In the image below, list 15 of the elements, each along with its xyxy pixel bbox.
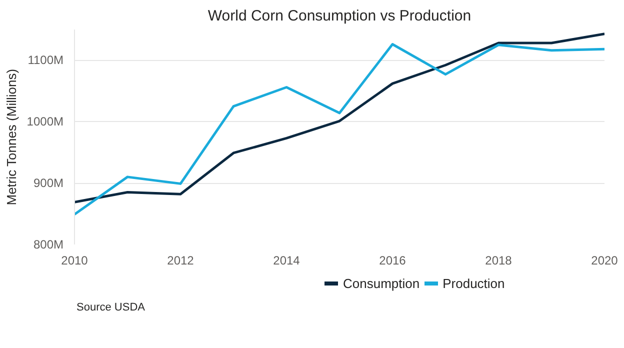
x-tick-label: 2016 <box>379 254 406 268</box>
y-axis-title: Metric Tonnes (Millions) <box>4 68 19 206</box>
x-tick-label: 2014 <box>273 254 300 268</box>
x-tick-label: 2020 <box>591 254 618 268</box>
source-note: Source USDA <box>76 302 146 314</box>
chart-title: World Corn Consumption vs Production <box>208 8 472 24</box>
y-tick-label: 800M <box>33 238 64 252</box>
y-tick-label: 900M <box>33 176 64 190</box>
y-tick-label: 1000M <box>26 114 64 129</box>
x-tick-label: 2010 <box>61 254 88 268</box>
y-tick-label: 1100M <box>28 53 64 68</box>
x-tick-label: 2018 <box>485 254 512 268</box>
legend-label: Production <box>442 276 505 290</box>
x-tick-label: 2012 <box>167 254 194 268</box>
legend-label: Consumption <box>343 276 420 290</box>
